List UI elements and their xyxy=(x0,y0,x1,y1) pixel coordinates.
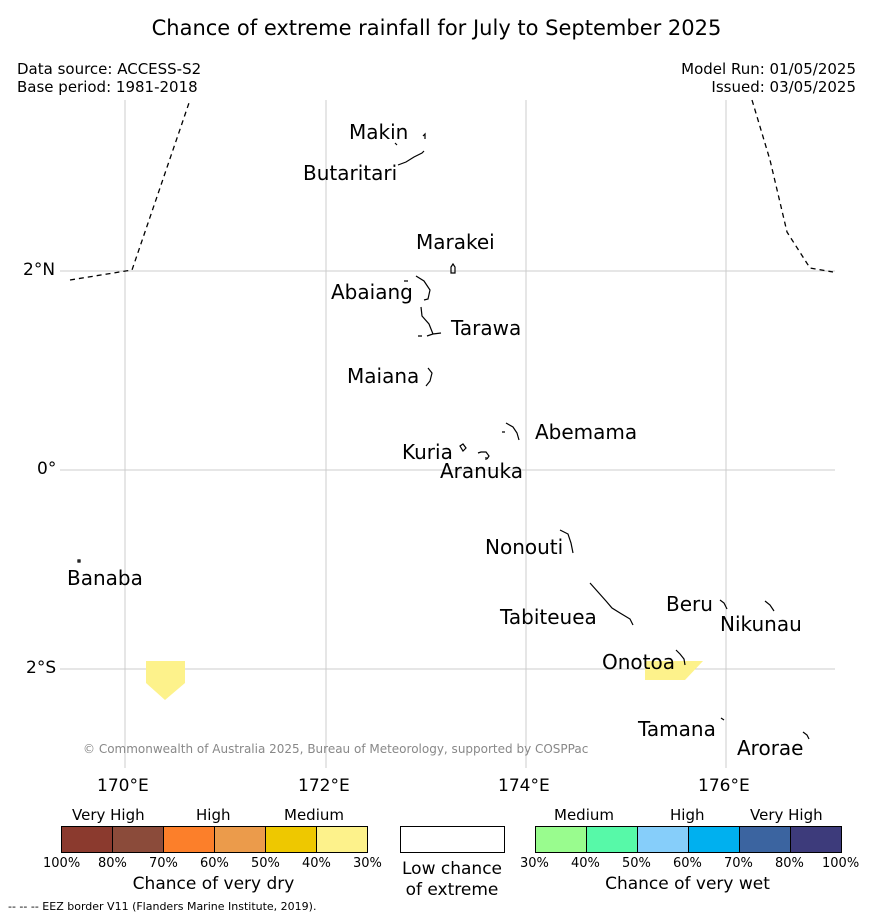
dry-swatch-6 xyxy=(317,827,367,852)
nonouti-outline xyxy=(559,529,574,554)
abaiang-outline xyxy=(404,275,431,301)
dry-tick-50: 50% xyxy=(251,856,280,871)
eez-footnote: -- -- -- EEZ border V11 (Flanders Marine… xyxy=(8,900,317,913)
low-chance-line1: Low chance xyxy=(402,859,502,879)
wet-tick-30: 30% xyxy=(520,856,549,871)
low-chance-line2: of extreme xyxy=(405,880,499,900)
dry-swatch-3 xyxy=(164,827,215,852)
map-canvas xyxy=(60,99,835,768)
dry-legend-title: Chance of very dry xyxy=(132,874,295,894)
wet-category-high: High xyxy=(670,806,705,824)
lon-label-172e: 172°E xyxy=(298,776,350,796)
makin-outline xyxy=(394,132,426,146)
base-period-text: Base period: 1981-2018 xyxy=(17,78,198,96)
data-source-text: Data source: ACCESS-S2 xyxy=(17,60,202,78)
tamana-outline xyxy=(720,717,725,721)
dry-category-very-high: Very High xyxy=(72,806,145,824)
island-label-maiana: Maiana xyxy=(347,364,420,388)
aranuka-outline xyxy=(477,451,490,460)
island-label-tarawa: Tarawa xyxy=(451,316,522,340)
island-label-banaba: Banaba xyxy=(67,566,143,590)
island-label-abemama: Abemama xyxy=(535,420,638,444)
island-label-beru: Beru xyxy=(666,592,713,616)
abemama-outline xyxy=(502,422,520,441)
arorae-outline xyxy=(802,731,810,740)
island-label-abaiang: Abaiang xyxy=(331,280,413,304)
lon-label-170e: 170°E xyxy=(97,776,149,796)
island-label-nonouti: Nonouti xyxy=(485,535,564,559)
gridlines xyxy=(60,100,835,768)
island-outlines xyxy=(77,132,810,740)
copyright-notice: © Commonwealth of Australia 2025, Bureau… xyxy=(83,742,589,756)
wet-category-medium: Medium xyxy=(554,806,614,824)
island-label-marakei: Marakei xyxy=(416,230,495,254)
island-label-tabiteuea: Tabiteuea xyxy=(500,605,597,629)
wet-tick-70: 70% xyxy=(724,856,753,871)
kuria-outline xyxy=(459,443,467,452)
wet-tick-50: 50% xyxy=(622,856,651,871)
map-title: Chance of extreme rainfall for July to S… xyxy=(151,16,722,40)
issued-text: Issued: 03/05/2025 xyxy=(711,78,856,96)
lat-label-0: 0° xyxy=(37,459,57,479)
island-label-makin: Makin xyxy=(349,120,409,144)
low-chance-swatch xyxy=(400,826,505,853)
eez-border xyxy=(69,99,834,281)
wet-category-very-high: Very High xyxy=(750,806,823,824)
wet-tick-100: 100% xyxy=(822,856,860,871)
lat-label-2n: 2°N xyxy=(23,260,56,280)
wet-tick-80: 80% xyxy=(775,856,804,871)
lon-label-174e: 174°E xyxy=(498,776,550,796)
dry-category-medium: Medium xyxy=(284,806,344,824)
wet-legend-title: Chance of very wet xyxy=(605,874,770,894)
nikunau-outline xyxy=(764,600,775,612)
model-run-text: Model Run: 01/05/2025 xyxy=(681,60,856,78)
dry-tick-40: 40% xyxy=(302,856,331,871)
lat-label-2s: 2°S xyxy=(26,658,57,678)
dry-tick-30: 30% xyxy=(353,856,382,871)
marakei-outline xyxy=(450,262,456,274)
eez-border-west xyxy=(69,99,191,281)
beru-outline xyxy=(719,599,728,610)
dry-swatch-2 xyxy=(113,827,164,852)
wet-swatch-2 xyxy=(587,827,638,852)
wet-tick-40: 40% xyxy=(571,856,600,871)
dry-tick-60: 60% xyxy=(200,856,229,871)
run-info: Model Run: 01/05/2025 Issued: 03/05/2025 xyxy=(681,60,856,96)
butaritari-outline xyxy=(397,150,425,166)
dry-colorbar xyxy=(61,826,368,853)
wet-tick-60: 60% xyxy=(673,856,702,871)
data-source-info: Data source: ACCESS-S2 Base period: 1981… xyxy=(17,60,201,96)
banaba-outline xyxy=(77,559,81,563)
island-label-kuria: Kuria xyxy=(402,440,453,464)
wet-swatch-5 xyxy=(740,827,791,852)
dry-swatch-4 xyxy=(215,827,266,852)
dry-medium-patch-onotoa xyxy=(645,661,703,680)
wet-swatch-6 xyxy=(791,827,841,852)
wet-colorbar xyxy=(535,826,842,853)
island-label-butaritari: Butaritari xyxy=(303,161,398,185)
maiana-outline xyxy=(425,367,433,387)
dry-tick-80: 80% xyxy=(98,856,127,871)
island-label-nikunau: Nikunau xyxy=(720,612,802,636)
dry-tick-70: 70% xyxy=(149,856,178,871)
dry-category-high: High xyxy=(196,806,231,824)
wet-swatch-3 xyxy=(638,827,689,852)
dry-swatch-1 xyxy=(62,827,113,852)
tarawa-outline xyxy=(418,306,442,337)
wet-swatch-1 xyxy=(536,827,587,852)
dry-medium-patch-west xyxy=(146,661,185,700)
tabiteuea-outline xyxy=(589,582,634,626)
low-chance-label: Low chance of extreme xyxy=(380,859,524,901)
onotoa-outline xyxy=(675,649,686,666)
island-label-arorae: Arorae xyxy=(737,736,804,760)
dry-tick-100: 100% xyxy=(43,856,81,871)
wet-swatch-4 xyxy=(689,827,740,852)
island-label-onotoa: Onotoa xyxy=(602,650,675,674)
dry-swatch-5 xyxy=(266,827,317,852)
island-label-aranuka: Aranuka xyxy=(440,459,523,483)
eez-border-east xyxy=(751,99,834,273)
lon-label-176e: 176°E xyxy=(698,776,750,796)
island-label-tamana: Tamana xyxy=(638,717,716,741)
